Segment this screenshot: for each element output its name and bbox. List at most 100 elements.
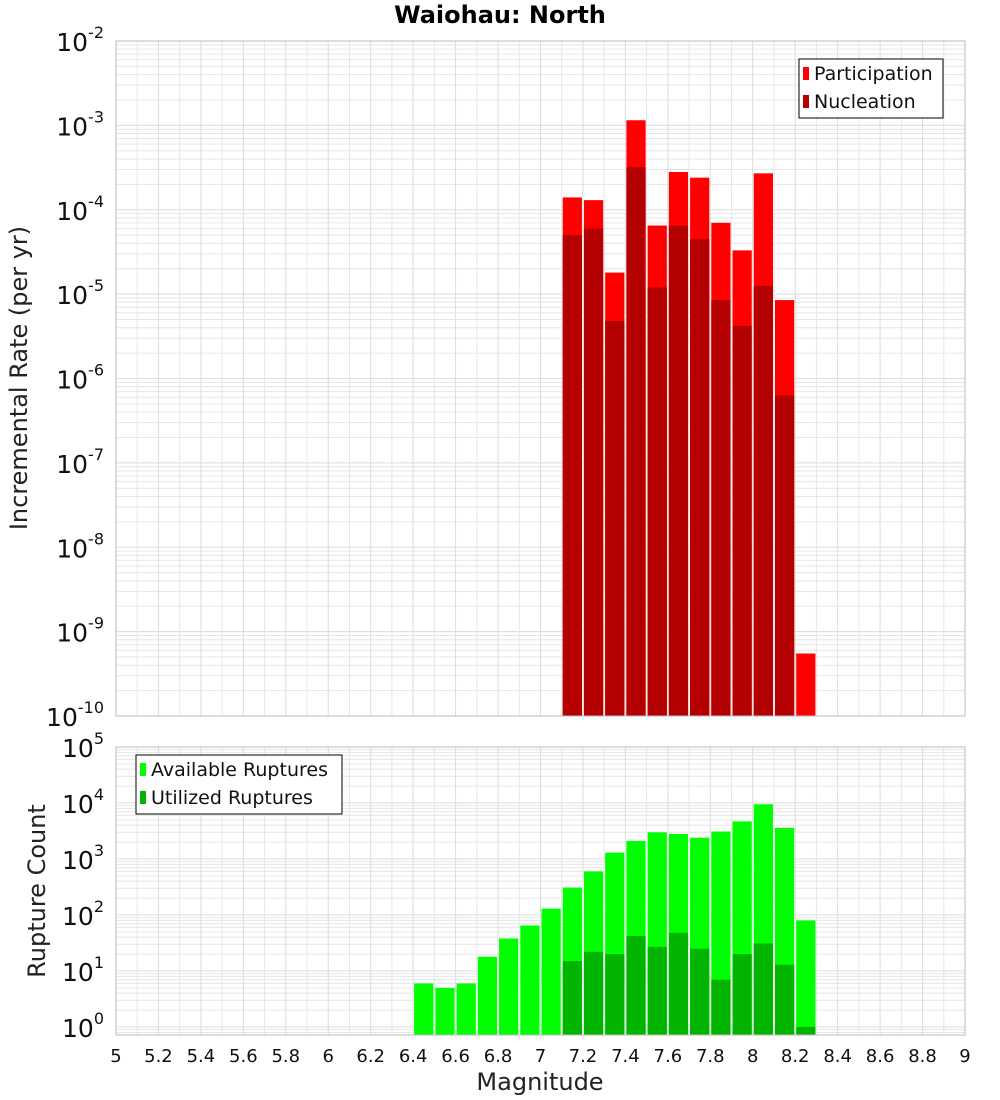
bottom-y-tick-label: 102 (62, 897, 104, 931)
x-tick-label: 5.6 (229, 1046, 258, 1067)
x-tick-label: 8.4 (823, 1046, 852, 1067)
x-tick-label: 8 (747, 1046, 758, 1067)
nucleation-bar (668, 225, 689, 716)
utilized-bar (796, 1027, 816, 1035)
top-legend: Participation Nucleation (798, 58, 944, 119)
available-bar (520, 925, 540, 1035)
nucleation-bar (774, 395, 795, 716)
y-tick-base: 10 (62, 734, 94, 763)
y-tick-base: 10 (62, 1014, 94, 1043)
nucleation-bar (732, 325, 752, 716)
nucleation-bar (583, 228, 604, 716)
nucleation-bar (562, 235, 582, 716)
y-tick-base: 10 (62, 846, 94, 875)
utilized-legend-label: Utilized Ruptures (151, 787, 313, 809)
x-tick-label: 8.8 (908, 1046, 937, 1067)
x-tick-label: 7.6 (654, 1046, 683, 1067)
participation-legend-swatch (803, 67, 809, 80)
x-tick-label: 7.2 (569, 1046, 598, 1067)
top-y-tick-label: 10-2 (56, 23, 104, 57)
y-tick-base: 10 (62, 902, 94, 931)
y-tick-exponent: -7 (88, 445, 104, 464)
top-y-tick-label: 10-10 (46, 698, 104, 732)
x-tick-label: 6.4 (399, 1046, 428, 1067)
nucleation-bar (626, 167, 646, 716)
top-y-tick-label: 10-8 (56, 529, 104, 563)
x-tick-label: 5 (110, 1046, 121, 1067)
available-legend-label: Available Ruptures (151, 759, 328, 781)
y-tick-exponent: 4 (94, 785, 104, 804)
available-bar (541, 908, 561, 1035)
y-tick-exponent: -9 (88, 614, 104, 633)
x-tick-label: 7.4 (611, 1046, 640, 1067)
bottom-legend: Available Ruptures Utilized Ruptures (135, 754, 343, 815)
utilized-bar (753, 943, 773, 1035)
nucleation-bar (605, 321, 625, 716)
y-tick-exponent: -4 (88, 192, 104, 211)
bottom-y-tick-label: 104 (62, 785, 104, 819)
utilized-bar (626, 936, 646, 1035)
available-bar (796, 920, 816, 1035)
available-bar (499, 938, 519, 1035)
available-bar (477, 956, 498, 1035)
bottom-y-tick-label: 103 (62, 841, 104, 875)
utilized-bar (690, 948, 710, 1035)
utilized-bar (562, 961, 582, 1035)
nucleation-bar (711, 300, 731, 716)
top-y-tick-label: 10-3 (56, 107, 104, 141)
top-y-tick-label: 10-9 (56, 614, 104, 648)
available-bar (456, 983, 476, 1035)
participation-bar (796, 653, 816, 716)
y-tick-base: 10 (56, 534, 88, 563)
y-tick-exponent: -2 (88, 23, 104, 42)
top-y-ticks: 10-210-310-410-510-610-710-810-910-10 (46, 23, 104, 732)
nucleation-legend-label: Nucleation (814, 91, 916, 113)
bottom-y-tick-label: 105 (62, 729, 104, 763)
available-legend-swatch (140, 763, 146, 776)
x-tick-label: 6.2 (356, 1046, 385, 1067)
utilized-bar (711, 979, 731, 1035)
y-tick-base: 10 (56, 112, 88, 141)
nucleation-bar (647, 287, 667, 716)
x-tick-label: 8.6 (866, 1046, 895, 1067)
y-tick-base: 10 (56, 28, 88, 57)
utilized-bar (668, 932, 689, 1035)
top-y-tick-label: 10-7 (56, 445, 104, 479)
x-tick-label: 5.8 (271, 1046, 300, 1067)
x-tick-label: 6 (323, 1046, 334, 1067)
y-tick-base: 10 (56, 450, 88, 479)
utilized-bar (647, 946, 667, 1035)
nucleation-legend-swatch (803, 95, 809, 108)
x-tick-label: 8.2 (781, 1046, 810, 1067)
y-tick-exponent: -10 (78, 698, 104, 717)
y-tick-base: 10 (62, 790, 94, 819)
utilized-bar (774, 964, 795, 1035)
bottom-bars (414, 804, 816, 1035)
nucleation-bar (690, 239, 710, 716)
top-legend-box (798, 58, 944, 119)
top-grid (115, 40, 966, 717)
nucleation-bar (753, 285, 773, 716)
bottom-grid (115, 746, 966, 1035)
utilized-legend-swatch (140, 791, 146, 804)
top-bars (562, 120, 816, 717)
y-tick-base: 10 (56, 619, 88, 648)
x-tick-label: 7 (535, 1046, 546, 1067)
y-tick-exponent: -5 (88, 276, 104, 295)
y-tick-base: 10 (56, 281, 88, 310)
y-tick-exponent: 3 (94, 841, 104, 860)
y-tick-base: 10 (46, 703, 78, 732)
top-plot-frame (115, 40, 966, 717)
x-axis-label: Magnitude (476, 1068, 603, 1096)
top-y-tick-label: 10-5 (56, 276, 104, 310)
x-axis-ticks: 5 5.2 5.4 5.6 5.8 6 6.2 6.4 6.6 6.8 7 7.2 7.4 7.6 7.8 8… (110, 1046, 970, 1067)
participation-legend-label: Participation (814, 63, 933, 85)
x-tick-label: 9 (959, 1046, 970, 1067)
y-tick-base: 10 (62, 958, 94, 987)
x-tick-label: 6.6 (441, 1046, 470, 1067)
y-tick-exponent: 2 (94, 897, 104, 916)
x-tick-label: 7.8 (696, 1046, 725, 1067)
